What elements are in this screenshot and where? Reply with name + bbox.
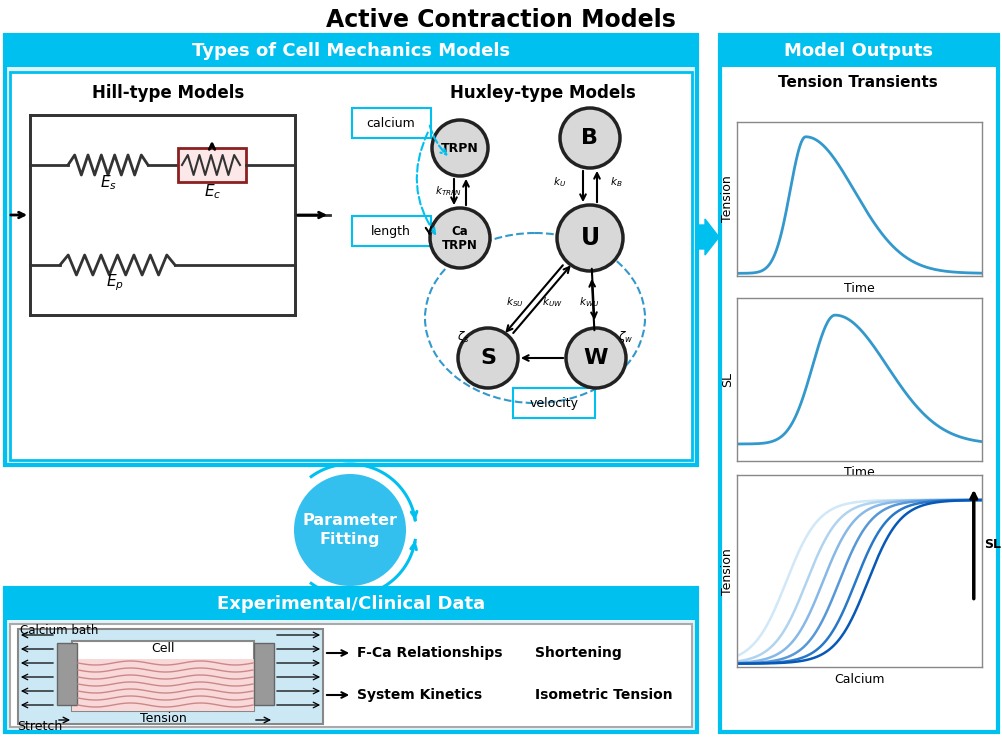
- Text: U: U: [580, 226, 599, 250]
- Text: Calcium bath: Calcium bath: [20, 624, 98, 638]
- FancyBboxPatch shape: [512, 388, 594, 418]
- Y-axis label: Tension: Tension: [720, 548, 733, 595]
- FancyBboxPatch shape: [10, 72, 691, 460]
- FancyBboxPatch shape: [10, 624, 691, 727]
- Text: $E_c$: $E_c$: [204, 183, 221, 201]
- Text: F-Ca Relationship: F-Ca Relationship: [783, 489, 932, 505]
- X-axis label: Calcium: Calcium: [834, 673, 884, 685]
- FancyBboxPatch shape: [5, 588, 696, 732]
- Text: Active Contraction Models: Active Contraction Models: [326, 8, 675, 32]
- FancyBboxPatch shape: [352, 216, 431, 246]
- Circle shape: [559, 108, 619, 168]
- Text: $k_{SU}$: $k_{SU}$: [506, 295, 523, 309]
- FancyBboxPatch shape: [719, 35, 997, 732]
- Bar: [72, 641, 254, 711]
- Text: SL: SL: [983, 538, 1000, 551]
- Bar: [57, 643, 77, 705]
- Text: Types of Cell Mechanics Models: Types of Cell Mechanics Models: [191, 42, 510, 60]
- Text: Parameter
Fitting: Parameter Fitting: [303, 513, 397, 547]
- Text: $k_{UW}$: $k_{UW}$: [541, 295, 562, 309]
- Y-axis label: Tension: Tension: [720, 175, 733, 223]
- Text: $\zeta_w$: $\zeta_w$: [618, 329, 633, 345]
- X-axis label: Time: Time: [844, 467, 874, 479]
- Bar: [18, 629, 323, 724]
- Text: Tension: Tension: [139, 711, 186, 724]
- Text: $k_B$: $k_B$: [609, 175, 622, 189]
- Text: $E_p$: $E_p$: [106, 273, 124, 293]
- Bar: [177, 148, 245, 182]
- Y-axis label: SL: SL: [720, 372, 733, 387]
- Text: Cell Shortening: Cell Shortening: [792, 310, 923, 326]
- FancyBboxPatch shape: [5, 35, 696, 67]
- Text: Cell: Cell: [151, 643, 174, 655]
- Text: Stretch: Stretch: [17, 721, 62, 733]
- Text: Isometric Tension: Isometric Tension: [534, 688, 672, 702]
- Text: F-Ca Relationships: F-Ca Relationships: [357, 646, 502, 660]
- Text: Model Outputs: Model Outputs: [784, 42, 933, 60]
- Circle shape: [565, 328, 625, 388]
- Circle shape: [430, 208, 490, 268]
- Text: Ca
TRPN: Ca TRPN: [442, 225, 478, 251]
- Text: W: W: [583, 348, 607, 368]
- FancyArrow shape: [696, 219, 718, 255]
- FancyBboxPatch shape: [5, 588, 696, 620]
- Text: B: B: [581, 128, 598, 148]
- Bar: [254, 643, 274, 705]
- Text: $k_{WU}$: $k_{WU}$: [578, 295, 598, 309]
- Text: $k_U$: $k_U$: [552, 175, 565, 189]
- Text: $\zeta_s$: $\zeta_s$: [456, 329, 469, 345]
- Text: $k_{TRPN}$: $k_{TRPN}$: [435, 184, 462, 198]
- Circle shape: [458, 328, 517, 388]
- FancyBboxPatch shape: [719, 35, 997, 67]
- Text: length: length: [371, 225, 411, 237]
- Text: Shortening: Shortening: [534, 646, 621, 660]
- FancyBboxPatch shape: [352, 108, 431, 138]
- Text: calcium: calcium: [367, 116, 415, 130]
- Text: S: S: [480, 348, 496, 368]
- Circle shape: [294, 474, 406, 586]
- Text: velocity: velocity: [529, 397, 578, 410]
- Text: Experimental/Clinical Data: Experimental/Clinical Data: [216, 595, 485, 613]
- FancyBboxPatch shape: [5, 35, 696, 465]
- Text: Hill-type Models: Hill-type Models: [92, 84, 243, 102]
- Text: $E_s$: $E_s$: [99, 174, 116, 192]
- Text: Tension Transients: Tension Transients: [778, 74, 937, 89]
- Bar: [72, 659, 254, 711]
- Circle shape: [556, 205, 622, 271]
- Circle shape: [432, 120, 488, 176]
- Text: Huxley-type Models: Huxley-type Models: [450, 84, 635, 102]
- X-axis label: Time: Time: [844, 282, 874, 295]
- Text: TRPN: TRPN: [441, 142, 478, 155]
- Bar: [30, 115, 295, 315]
- Text: System Kinetics: System Kinetics: [357, 688, 482, 702]
